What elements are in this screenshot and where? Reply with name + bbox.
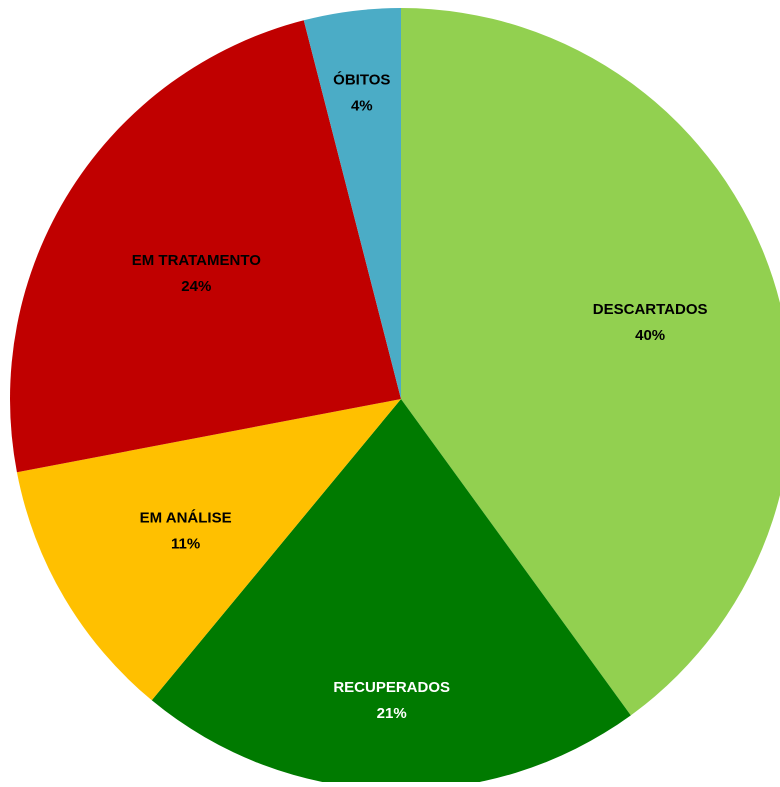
pie-slice-recuperados (151, 399, 631, 787)
slice-value-label-recuperados: 21% (377, 705, 407, 722)
slice-value-label-em-analise: 11% (171, 535, 200, 552)
slice-category-label-obitos: ÓBITOS (333, 71, 390, 89)
pie-slice-em-analise (16, 399, 401, 701)
pie-slice-descartados (401, 8, 780, 716)
slice-category-label-recuperados: RECUPERADOS (333, 679, 450, 696)
slice-category-label-descartados: DESCARTADOS (593, 301, 708, 318)
pie-slice-obitos (303, 8, 401, 399)
slice-category-label-em-analise: EM ANÁLISE (140, 509, 232, 526)
slice-value-label-obitos: 4% (351, 98, 373, 115)
pie-labels: DESCARTADOS 40% RECUPERADOS 21% EM ANÁLISE 11… (132, 71, 708, 722)
slice-value-label-em-tratamento: 24% (181, 278, 211, 295)
slice-value-label-descartados: 40% (635, 327, 665, 344)
slice-category-label-em-tratamento: EM TRATAMENTO (132, 252, 261, 269)
pie-slices (9, 8, 780, 787)
pie-slice-em-tratamento (9, 20, 402, 473)
